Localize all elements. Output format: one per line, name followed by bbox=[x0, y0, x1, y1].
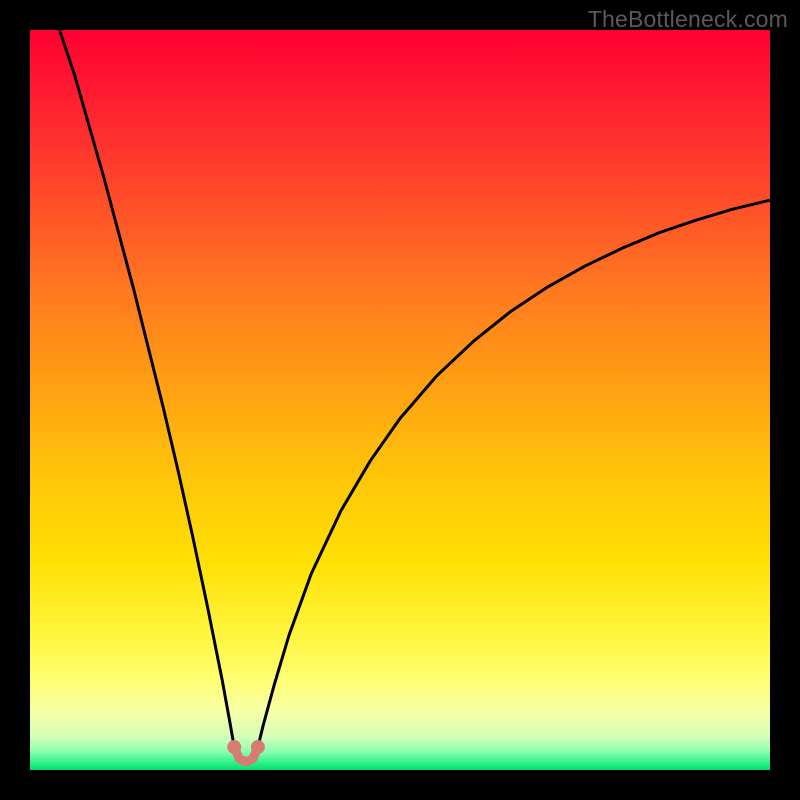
highlight-endpoint-marker bbox=[227, 740, 241, 754]
watermark-text: TheBottleneck.com bbox=[588, 6, 788, 33]
gradient-plot-area bbox=[30, 30, 770, 770]
bottleneck-chart bbox=[0, 0, 800, 800]
highlight-endpoint-marker bbox=[251, 740, 265, 754]
chart-canvas: TheBottleneck.com bbox=[0, 0, 800, 800]
